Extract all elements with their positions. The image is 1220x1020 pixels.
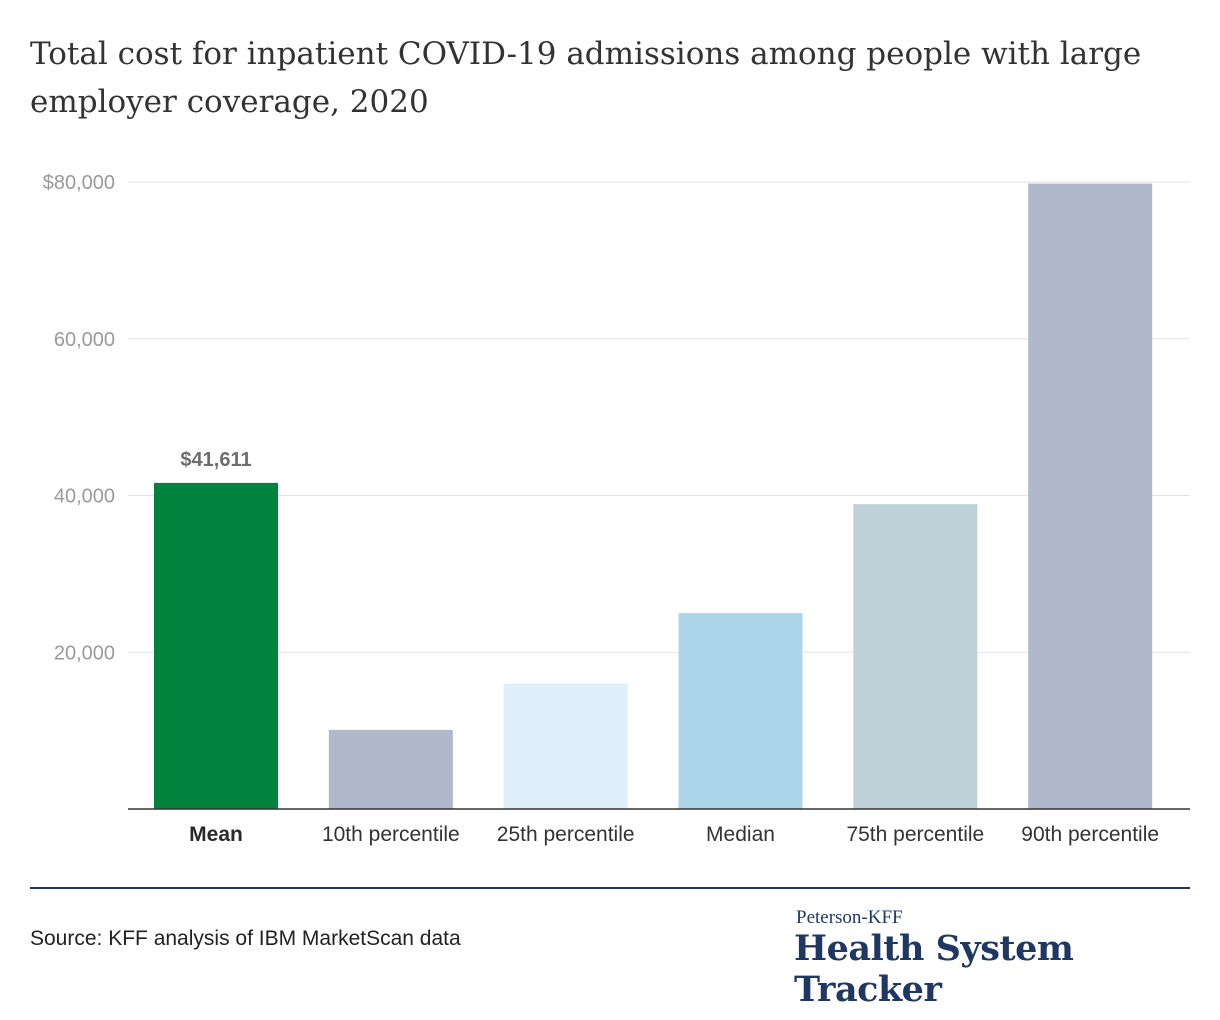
bars bbox=[154, 183, 1153, 809]
bar-chart: 20,000 40,000 60,000 $80,000 $41,611 Mean 10… bbox=[43, 172, 1190, 846]
gridlines bbox=[128, 181, 1190, 653]
brand-subtitle: Peterson-KFF bbox=[796, 907, 903, 928]
y-tick-label: 20,000 bbox=[54, 642, 115, 664]
source-note: Source: KFF analysis of IBM MarketScan d… bbox=[30, 927, 461, 950]
bar-10th-percentile bbox=[328, 729, 453, 809]
data-labels: $41,611 bbox=[180, 449, 251, 471]
y-tick-label: $80,000 bbox=[43, 172, 115, 194]
brand-logo-text: Health System Tracker bbox=[794, 928, 1074, 1010]
y-tick-label: 60,000 bbox=[54, 329, 115, 351]
x-tick-label: 10th percentile bbox=[322, 823, 460, 846]
bar-25th-percentile bbox=[503, 683, 628, 809]
x-tick-label: 90th percentile bbox=[1021, 823, 1159, 846]
footer-divider bbox=[30, 887, 1190, 889]
x-tick-label: 25th percentile bbox=[497, 823, 635, 846]
bar-75th-percentile bbox=[853, 504, 978, 809]
bar-mean bbox=[154, 482, 278, 809]
bar-90th-percentile bbox=[1028, 183, 1153, 809]
x-tick-label: Mean bbox=[189, 823, 243, 846]
x-tick-label: Median bbox=[706, 823, 775, 846]
data-label: $41,611 bbox=[180, 449, 251, 471]
bar-median bbox=[678, 613, 803, 809]
x-axis-ticks: Mean 10th percentile 25th percentile Median… bbox=[189, 823, 1159, 846]
y-axis-ticks: 20,000 40,000 60,000 $80,000 bbox=[43, 172, 115, 664]
chart-title: Total cost for inpatient COVID-19 admiss… bbox=[30, 36, 1142, 120]
y-tick-label: 40,000 bbox=[54, 486, 115, 508]
x-tick-label: 75th percentile bbox=[846, 823, 984, 846]
